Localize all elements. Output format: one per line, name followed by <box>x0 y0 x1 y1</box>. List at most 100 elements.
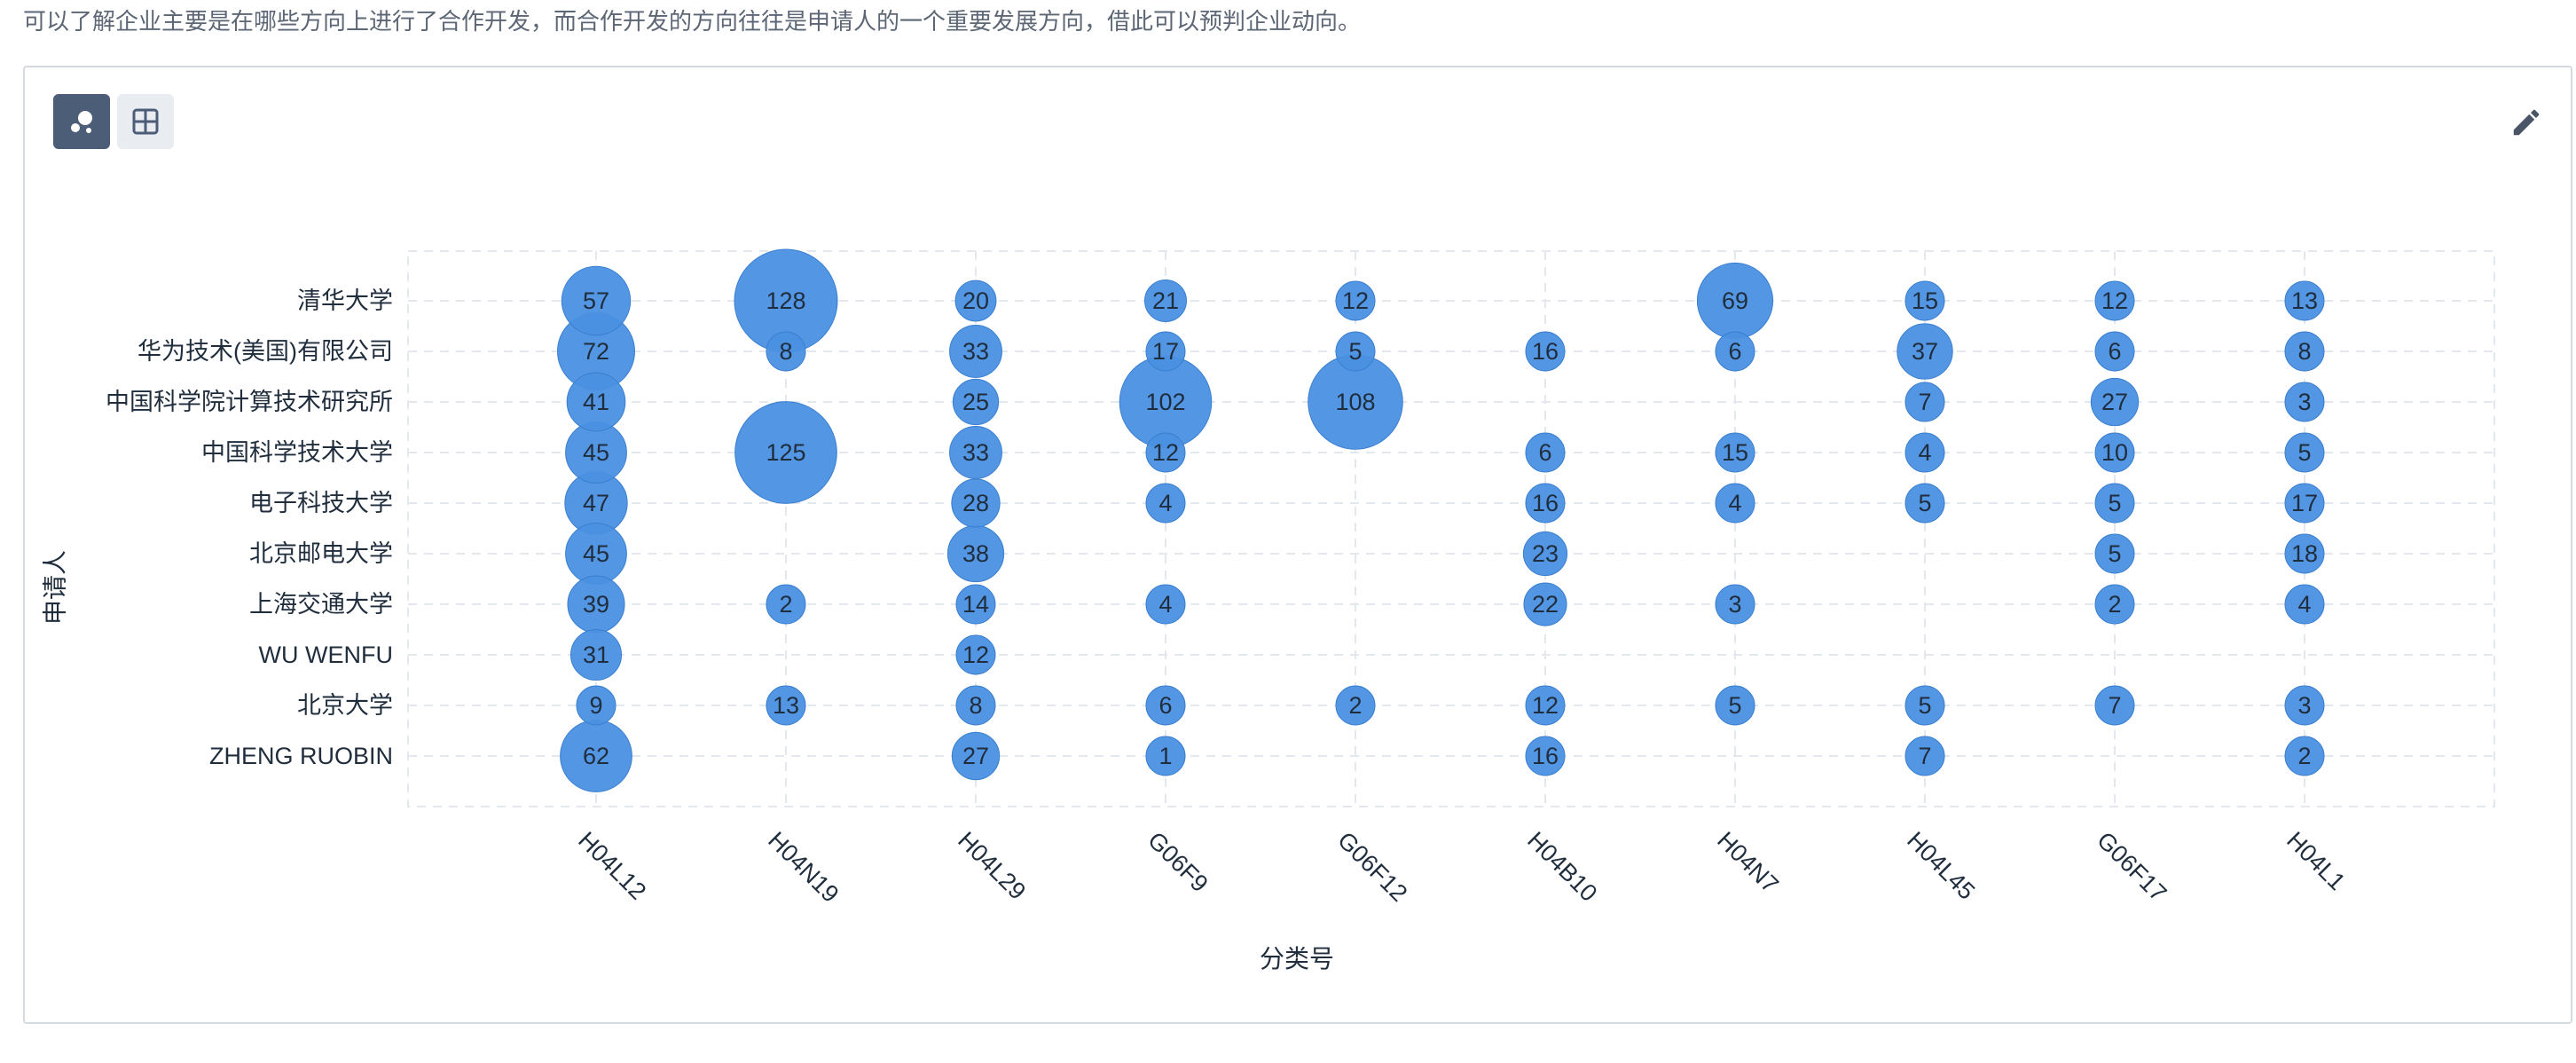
x-tick-label: G06F17 <box>2092 827 2172 907</box>
x-tick-label: H04L12 <box>573 827 651 905</box>
y-axis-title: 申请人 <box>42 550 69 625</box>
bubble-label: 12 <box>1532 692 1559 719</box>
bubble-label: 5 <box>2108 540 2121 567</box>
bubble <box>951 731 1001 781</box>
x-axis-title: 分类号 <box>1260 945 1334 972</box>
bubble <box>1145 483 1186 524</box>
y-tick-label: 中国科学技术大学 <box>201 439 393 466</box>
bubble <box>1523 582 1567 626</box>
bubble-label: 4 <box>2297 591 2311 618</box>
bubble-label: 17 <box>1152 338 1179 365</box>
bubble <box>566 372 626 432</box>
bubble <box>1715 331 1755 372</box>
bubble-label: 8 <box>969 692 982 719</box>
y-tick-label: 上海交通大学 <box>249 591 393 618</box>
bubble-label: 23 <box>1532 540 1559 567</box>
bubble <box>2284 584 2325 625</box>
y-tick-label: 北京邮电大学 <box>249 540 393 567</box>
bubble <box>2284 280 2325 321</box>
bubble <box>569 628 623 681</box>
bubble-label: 27 <box>962 743 989 769</box>
x-tick-label: H04B10 <box>1522 827 1602 907</box>
x-tick-label: H04N7 <box>1712 827 1784 899</box>
bubble-label: 12 <box>1342 287 1369 314</box>
bubble <box>1522 531 1568 577</box>
bubble-label: 2 <box>1348 692 1362 719</box>
bubble-label: 39 <box>583 591 609 618</box>
bubble <box>2284 533 2325 574</box>
bubble-label: 15 <box>1722 439 1748 466</box>
bubble-label: 14 <box>962 591 989 618</box>
bubble-label: 47 <box>583 490 609 516</box>
bubble <box>1905 685 1945 726</box>
bubble-label: 9 <box>589 692 602 719</box>
bubble <box>1145 331 1186 372</box>
bubble-label: 5 <box>2108 490 2121 516</box>
bubble <box>2090 377 2140 427</box>
bubble-label: 12 <box>2101 287 2128 314</box>
bubble-label: 5 <box>2297 439 2311 466</box>
bubble-label: 16 <box>1532 490 1559 516</box>
bubble <box>1144 280 1187 322</box>
y-tick-label: ZHENG RUOBIN <box>209 743 393 769</box>
bubble-label: 5 <box>1918 692 1931 719</box>
x-tick-label: H04N19 <box>763 827 844 908</box>
x-tick-label: H04L29 <box>953 827 1031 905</box>
bubble-label: 17 <box>2291 490 2318 516</box>
bubble-label: 12 <box>962 642 989 668</box>
x-tick-label: H04L45 <box>1902 827 1980 905</box>
bubble-label: 13 <box>773 692 799 719</box>
bubble <box>949 325 1002 378</box>
bubble-label: 5 <box>1348 338 1362 365</box>
bubble <box>2284 432 2325 473</box>
bubble-label: 72 <box>583 338 609 365</box>
bubble <box>1905 432 1945 473</box>
bubble <box>2094 584 2135 625</box>
bubble-label: 4 <box>1728 490 1741 516</box>
bubble-label: 45 <box>583 439 609 466</box>
bubble <box>1905 736 1945 776</box>
y-tick-label: 华为技术(美国)有限公司 <box>137 338 393 365</box>
bubble-label: 1 <box>1158 743 1172 769</box>
bubble <box>1525 736 1566 776</box>
bubble-label: 12 <box>1152 439 1179 466</box>
bubble-label: 4 <box>1918 439 1931 466</box>
bubble-label: 45 <box>583 540 609 567</box>
bubble-chart-icon <box>71 111 92 133</box>
bubble <box>766 331 806 372</box>
table-view-toggle[interactable] <box>117 94 174 149</box>
y-tick-label: 电子科技大学 <box>249 490 393 516</box>
bubble <box>1897 323 1953 380</box>
bubble-label: 18 <box>2291 540 2318 567</box>
bubble <box>2094 685 2135 726</box>
bubble <box>955 685 996 726</box>
x-tick-label: G06F12 <box>1332 827 1412 907</box>
bubble-label: 2 <box>2108 591 2121 618</box>
bubble-label: 6 <box>1538 439 1551 466</box>
bubble-label: 41 <box>583 389 609 415</box>
bubble-label: 3 <box>2297 389 2311 415</box>
plot-frame <box>407 250 2495 807</box>
bubble <box>1145 685 1186 726</box>
bubble-label: 6 <box>2108 338 2121 365</box>
y-tick-label: 北京大学 <box>297 692 393 719</box>
bubble-label: 6 <box>1728 338 1741 365</box>
bubble <box>1145 736 1186 776</box>
intro-text: 可以了解企业主要是在哪些方向上进行了合作开发，而合作开发的方向往往是申请人的一个… <box>23 8 1362 35</box>
bubble-label: 125 <box>766 439 805 466</box>
bubble-label: 5 <box>1728 692 1741 719</box>
edit-button[interactable] <box>2507 103 2546 142</box>
bubble-label: 62 <box>583 743 609 769</box>
bubble <box>1525 483 1566 524</box>
bubble <box>955 584 996 625</box>
bubble <box>1715 432 1755 473</box>
y-tick-label: 中国科学院计算技术研究所 <box>106 389 393 415</box>
bubble-view-toggle[interactable] <box>53 94 110 149</box>
bubble <box>952 378 1000 426</box>
x-tick-label: H04L1 <box>2281 827 2350 895</box>
bubble-label: 4 <box>1158 490 1172 516</box>
bubble-label: 8 <box>2297 338 2311 365</box>
bubble-label: 33 <box>962 439 989 466</box>
bubble <box>2284 382 2325 422</box>
bubble-label: 57 <box>583 287 609 314</box>
